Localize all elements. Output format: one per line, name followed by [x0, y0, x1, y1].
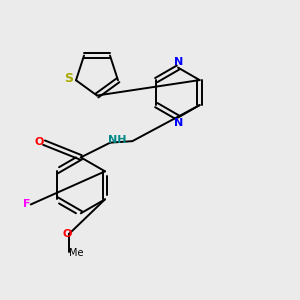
Text: Me: Me — [69, 248, 84, 258]
Text: N: N — [174, 57, 183, 67]
Text: N: N — [174, 118, 183, 128]
Text: NH: NH — [108, 135, 127, 145]
Text: O: O — [34, 137, 43, 147]
Text: S: S — [64, 72, 73, 85]
Text: O: O — [63, 229, 72, 239]
Text: F: F — [22, 200, 30, 209]
